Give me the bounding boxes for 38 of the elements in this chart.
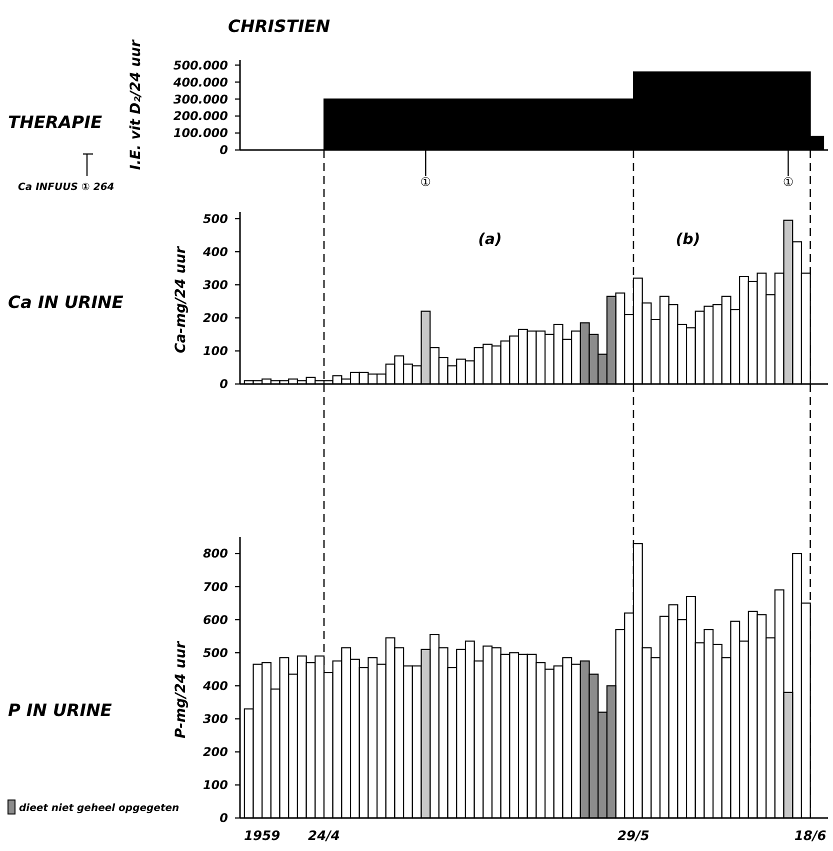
y-tick-label: 200 [202,311,228,326]
y-tick-label: 200.000 [173,109,228,124]
y-tick-label: 400.000 [172,75,228,90]
x-tick-label: 24/4 [308,829,340,844]
y-axis-title: Ca-mg/24 uur [173,246,189,354]
annotation: (a) [478,230,502,248]
y-tick-label: 100 [202,344,228,358]
x-tick-label: 29/5 [618,829,650,844]
text: Ca IN URINE [8,293,124,313]
y-tick-label: 400 [202,244,228,259]
annotation: ① [420,175,432,189]
y-axis-title: I.E. vit D₂/24 uur [128,38,144,170]
text: THERAPIE [8,113,102,133]
y-tick-label: 0 [220,143,228,158]
y-tick-label: 300 [202,712,228,726]
y-tick-label: 0 [220,377,228,392]
y-tick-label: 300.000 [173,92,228,106]
y-axis-title: P-mg/24 uur [173,640,189,738]
y-tick-label: 600 [202,612,228,627]
y-tick-label: 300 [202,278,228,292]
y-tick-label: 400 [202,678,228,693]
y-tick-label: 0 [220,811,228,826]
text: Ca INFUUS ① 264 [18,182,114,193]
x-tick-label: 18/6 [794,829,826,844]
legend-label: dieet niet geheel opgegeten [19,803,180,814]
y-tick-label: 100 [202,778,228,792]
annotation: ① [782,175,794,189]
y-tick-label: 700 [202,580,228,594]
y-tick-label: 100.000 [173,126,228,140]
y-tick-label: 500 [202,646,228,660]
y-tick-label: 200 [202,745,228,760]
y-tick-label: 500.000 [173,58,228,72]
y-tick-label: 500 [202,212,228,226]
x-tick-label: 1959 [244,829,280,844]
annotation: (b) [676,230,700,248]
y-tick-label: 800 [202,546,228,561]
text: P IN URINE [8,701,112,721]
chart-title: CHRISTIEN [228,17,330,37]
